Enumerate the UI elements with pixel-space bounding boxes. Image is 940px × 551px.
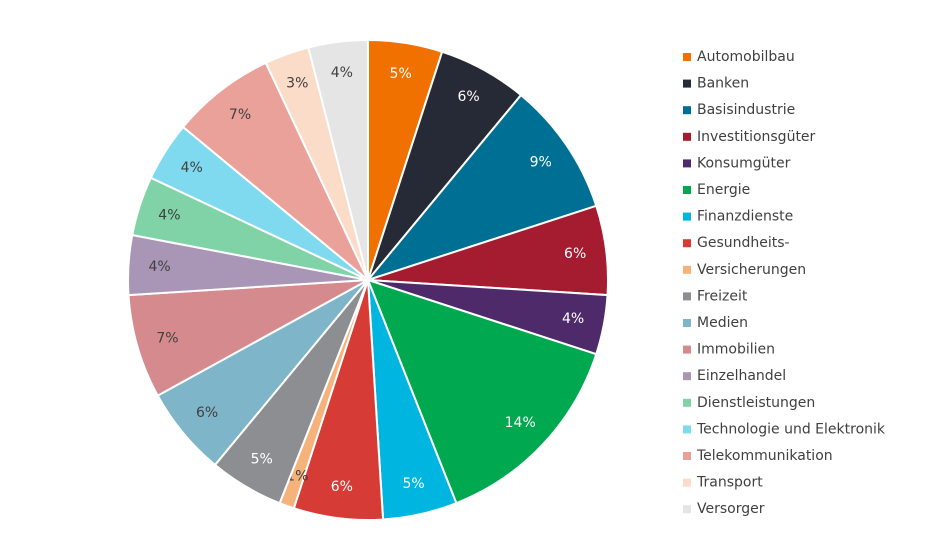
- legend-label: Einzelhandel: [697, 368, 786, 384]
- pie-slice: [365, 93, 598, 283]
- legend-swatch: [683, 212, 691, 221]
- data-label: 6%: [196, 405, 218, 421]
- legend-label: Medien: [697, 315, 748, 331]
- data-label: 7%: [156, 330, 178, 346]
- legend-label: Telekommunikation: [696, 448, 833, 464]
- legend-swatch: [683, 452, 691, 460]
- data-label: 3%: [286, 76, 308, 92]
- legend-label: Immobilien: [697, 342, 775, 358]
- legend-label: Freizeit: [697, 288, 748, 304]
- data-label: 4%: [331, 65, 353, 81]
- legend-swatch: [683, 398, 691, 407]
- legend-swatch: [683, 132, 691, 141]
- legend-label: Gesundheits-: [697, 235, 790, 251]
- legend-label: Transport: [696, 475, 763, 491]
- legend-label: Basisindustrie: [697, 102, 795, 118]
- legend-swatch: [683, 186, 691, 194]
- pie-slice: [366, 278, 598, 505]
- data-label: 4%: [149, 259, 171, 275]
- legend-swatch: [683, 106, 691, 115]
- legend-swatch: [683, 265, 691, 274]
- legend-label: Versorger: [697, 501, 765, 517]
- pie-slice: [181, 61, 369, 281]
- legend-label: Energie: [697, 182, 750, 198]
- legend-swatch: [683, 159, 691, 168]
- data-label: 4%: [562, 311, 584, 327]
- data-label: 9%: [530, 155, 552, 171]
- legend-label: Investitionsgüter: [697, 129, 816, 145]
- legend-swatch: [683, 292, 691, 301]
- legend-swatch: [683, 319, 691, 327]
- data-label: 5%: [402, 476, 424, 492]
- legend-label: Banken: [697, 76, 749, 92]
- legend-swatch: [683, 79, 691, 88]
- legend-swatch: [683, 505, 691, 514]
- legend-label: Finanzdienste: [697, 209, 793, 225]
- legend-swatch: [683, 239, 691, 248]
- legend-swatch: [683, 425, 691, 434]
- data-label: 6%: [331, 479, 353, 495]
- data-label: 5%: [251, 452, 273, 468]
- legend-label: Versicherungen: [697, 262, 806, 278]
- data-label: 6%: [564, 246, 586, 262]
- legend-label: Dienstleistungen: [697, 395, 815, 411]
- legend-swatch: [683, 478, 691, 487]
- data-label: 4%: [158, 207, 180, 223]
- data-label: 6%: [457, 89, 479, 105]
- pie-slice: [307, 38, 369, 281]
- legend-swatch: [683, 345, 691, 354]
- data-label: 5%: [390, 66, 412, 82]
- data-label: 7%: [229, 107, 251, 123]
- pie-slice: [127, 279, 369, 397]
- data-label: 4%: [181, 160, 203, 176]
- legend-label: Konsumgüter: [697, 155, 791, 171]
- legend-label: Technologie und Elektronik: [696, 421, 886, 437]
- data-label: 14%: [505, 415, 536, 431]
- legend-swatch: [683, 53, 691, 61]
- legend-label: Automobilbau: [697, 49, 795, 65]
- legend-swatch: [683, 372, 691, 381]
